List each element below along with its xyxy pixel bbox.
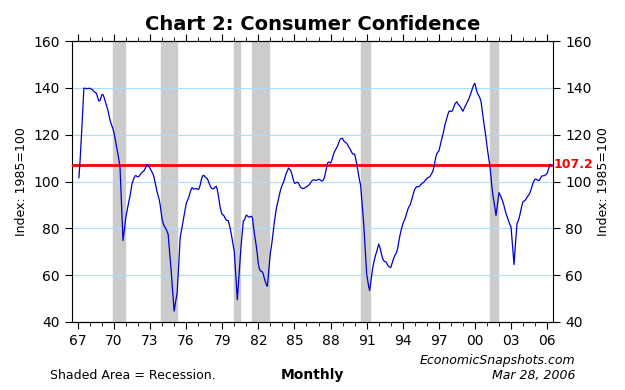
Text: 107.2: 107.2 bbox=[553, 158, 593, 171]
Title: Chart 2: Consumer Confidence: Chart 2: Consumer Confidence bbox=[145, 15, 480, 34]
Bar bbox=[113, 41, 125, 322]
Text: EconomicSnapshots.com
Mar 28, 2006: EconomicSnapshots.com Mar 28, 2006 bbox=[419, 354, 575, 382]
Bar bbox=[253, 41, 269, 322]
Bar bbox=[161, 41, 177, 322]
Bar bbox=[361, 41, 369, 322]
Y-axis label: Index: 1985=100: Index: 1985=100 bbox=[15, 127, 28, 236]
Bar bbox=[234, 41, 240, 322]
Bar bbox=[490, 41, 498, 322]
Text: Monthly: Monthly bbox=[281, 368, 344, 382]
Y-axis label: Index: 1985=100: Index: 1985=100 bbox=[597, 127, 610, 236]
Text: Shaded Area = Recession.: Shaded Area = Recession. bbox=[50, 369, 216, 382]
